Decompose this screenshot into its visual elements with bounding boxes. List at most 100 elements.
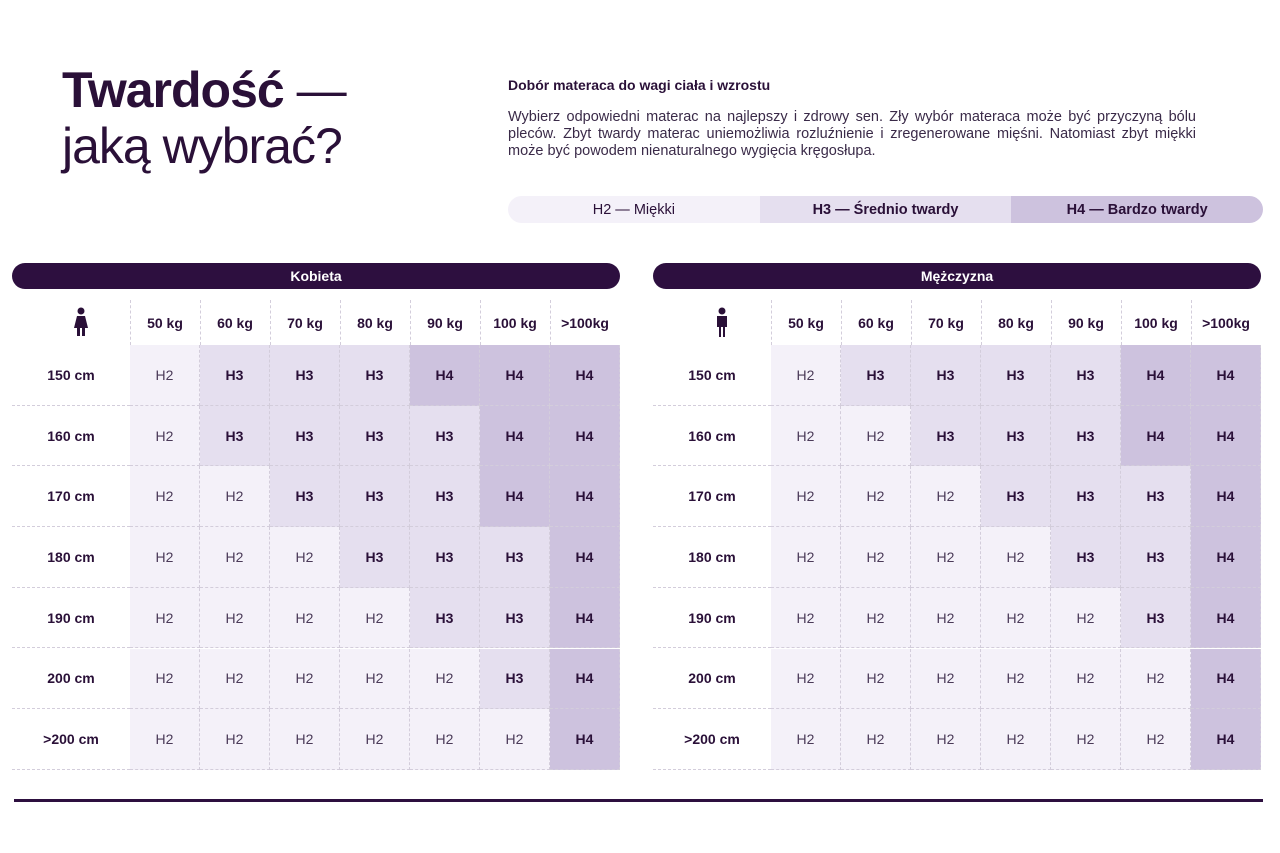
weight-header: 90 kg (427, 314, 463, 331)
height-label: 200 cm (12, 649, 130, 710)
hardness-cell: H2 (270, 587, 340, 649)
hardness-cell: H2 (340, 587, 410, 649)
hardness-cell: H2 (130, 709, 200, 770)
woman-icon (74, 307, 88, 336)
hardness-cell: H2 (130, 405, 200, 467)
hardness-cell: H2 (841, 405, 911, 467)
weight-header: 100 kg (493, 314, 537, 331)
hardness-cell: H2 (270, 709, 340, 770)
title-bold: Twardość (62, 62, 285, 118)
hardness-cell: H2 (841, 709, 911, 770)
hardness-cell: H3 (270, 405, 340, 467)
hardness-cell: H2 (981, 648, 1051, 710)
hardness-cell: H2 (130, 648, 200, 710)
height-label: 160 cm (12, 406, 130, 467)
legend-item: H4 — Bardzo twardy (1011, 196, 1263, 223)
height-label: >200 cm (653, 709, 771, 770)
hardness-cell: H2 (771, 405, 841, 467)
hardness-cell: H3 (1121, 466, 1191, 528)
hardness-cell: H4 (1191, 345, 1261, 406)
hardness-cell: H2 (200, 709, 270, 770)
hardness-cell: H4 (550, 405, 620, 467)
weight-header: >100kg (561, 314, 609, 331)
hardness-cell: H4 (1191, 648, 1261, 710)
column-separator (911, 300, 912, 345)
hardness-cell: H4 (1191, 709, 1261, 770)
hardness-cell: H2 (981, 587, 1051, 649)
column-separator (771, 300, 772, 345)
table-title: Mężczyzna (653, 263, 1261, 289)
column-separator (1121, 300, 1122, 345)
hardness-cell: H3 (911, 405, 981, 467)
hardness-cell: H2 (841, 648, 911, 710)
hardness-cell: H3 (340, 405, 410, 467)
column-separator (340, 300, 341, 345)
title-light: jaką wybrać? (62, 118, 343, 174)
hardness-cell: H2 (200, 587, 270, 649)
hardness-cell: H2 (841, 527, 911, 588)
hardness-cell: H3 (270, 345, 340, 406)
hardness-cell: H2 (130, 345, 200, 406)
height-label: 150 cm (12, 345, 130, 406)
hardness-cell: H2 (911, 527, 981, 588)
hardness-cell: H2 (981, 709, 1051, 770)
hardness-cell: H4 (550, 648, 620, 710)
hardness-cell: H2 (270, 527, 340, 588)
column-separator (480, 300, 481, 345)
hardness-cell: H2 (1051, 587, 1121, 649)
hardness-cell: H4 (550, 527, 620, 588)
hardness-cell: H3 (340, 345, 410, 406)
hardness-cell: H4 (1191, 466, 1261, 528)
hardness-cell: H3 (981, 345, 1051, 406)
weight-header: 50 kg (788, 314, 824, 331)
hardness-cell: H2 (340, 648, 410, 710)
weight-header: 70 kg (287, 314, 323, 331)
hardness-cell: H4 (480, 405, 550, 467)
title: Twardość — jaką wybrać? (62, 62, 347, 174)
hardness-cell: H2 (410, 648, 480, 710)
column-separator (550, 300, 551, 345)
height-label: 180 cm (653, 527, 771, 588)
hardness-cell: H2 (771, 466, 841, 528)
hardness-cell: H3 (480, 648, 550, 710)
intro-heading: Dobór materaca do wagi ciała i wzrostu (508, 77, 771, 93)
hardness-cell: H3 (480, 527, 550, 588)
hardness-cell: H3 (410, 405, 480, 467)
hardness-cell: H4 (1191, 527, 1261, 588)
height-label: 170 cm (12, 466, 130, 528)
column-separator (841, 300, 842, 345)
height-label: >200 cm (12, 709, 130, 770)
hardness-cell: H3 (1051, 405, 1121, 467)
hardness-cell: H3 (1051, 345, 1121, 406)
column-separator (981, 300, 982, 345)
hardness-cell: H2 (200, 466, 270, 528)
hardness-cell: H2 (841, 466, 911, 528)
hardness-cell: H2 (270, 648, 340, 710)
hardness-cell: H4 (550, 345, 620, 406)
intro-text: Wybierz odpowiedni materac na najlepszy … (508, 109, 1196, 159)
hardness-cell: H2 (130, 587, 200, 649)
weight-header: 80 kg (998, 314, 1034, 331)
man-icon (717, 307, 727, 337)
legend-item: H3 — Średnio twardy (759, 196, 1012, 223)
hardness-cell: H2 (130, 466, 200, 528)
hardness-cell: H3 (480, 587, 550, 649)
hardness-cell: H2 (911, 466, 981, 528)
hardness-cell: H2 (911, 648, 981, 710)
hardness-cell: H2 (1051, 709, 1121, 770)
hardness-cell: H4 (480, 345, 550, 406)
hardness-cell: H3 (1121, 527, 1191, 588)
hardness-cell: H4 (1191, 587, 1261, 649)
hardness-cell: H2 (771, 345, 841, 406)
column-separator (130, 300, 131, 345)
hardness-cell: H4 (550, 709, 620, 770)
height-label: 160 cm (653, 406, 771, 467)
hardness-cell: H4 (410, 345, 480, 406)
height-label: 190 cm (12, 588, 130, 649)
hardness-cell: H3 (981, 466, 1051, 528)
hardness-cell: H2 (480, 709, 550, 770)
hardness-cell: H2 (1121, 648, 1191, 710)
height-label: 180 cm (12, 527, 130, 588)
hardness-cell: H3 (410, 587, 480, 649)
